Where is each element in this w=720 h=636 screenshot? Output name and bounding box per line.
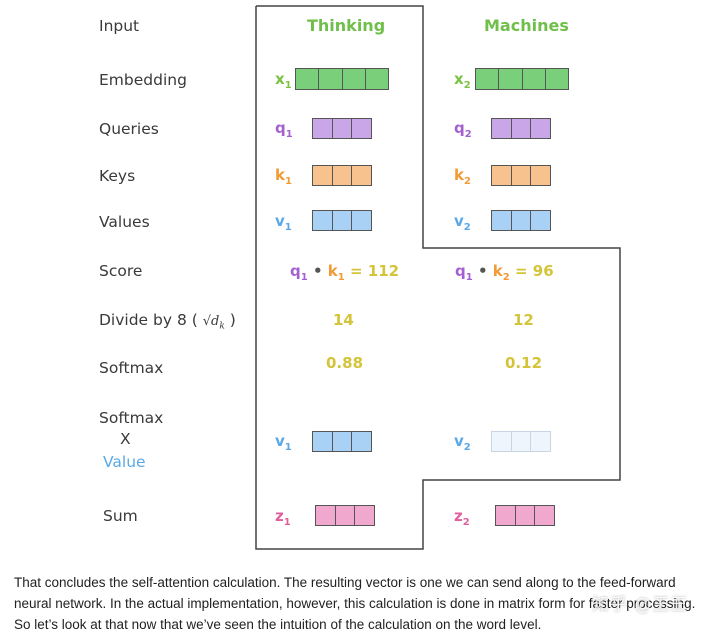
weighted-v1-symbol: v1 xyxy=(275,432,292,453)
q1-vector xyxy=(312,118,372,139)
row-label-input: Input xyxy=(99,17,140,35)
z2-sym: z xyxy=(454,507,463,525)
score1-q-sub: 1 xyxy=(300,272,308,283)
v1-vector xyxy=(312,210,372,231)
v2-symbol: v2 xyxy=(454,212,471,233)
z1-vector xyxy=(315,505,375,526)
row-label-sum: Sum xyxy=(103,507,138,525)
divide-close: ) xyxy=(229,311,236,329)
score2-k-sub: 2 xyxy=(502,272,510,283)
k1-sub: 1 xyxy=(284,176,292,187)
column-outline xyxy=(255,5,621,550)
x1-vector xyxy=(295,68,389,90)
score1-k-sym: k xyxy=(327,262,338,280)
score2-q-sub: 1 xyxy=(465,272,473,283)
v2-sub: 2 xyxy=(463,222,471,233)
score1-q-sym: q xyxy=(290,262,301,280)
v1-sym: v xyxy=(275,212,285,230)
wv2-sym: v xyxy=(454,432,464,450)
k2-sub: 2 xyxy=(463,176,471,187)
z1-sym: z xyxy=(275,507,284,525)
score1-k: k1 xyxy=(327,262,345,283)
caption-paragraph: That concludes the self-attention calcul… xyxy=(14,575,696,632)
v2-vector xyxy=(491,210,551,231)
score1-dot: • xyxy=(312,262,323,280)
sqrt-sub: k xyxy=(219,321,225,332)
q2-symbol: q2 xyxy=(454,119,472,140)
z2-vector xyxy=(495,505,555,526)
x2-symbol: x2 xyxy=(454,70,471,91)
weighted-v2-vector xyxy=(491,431,551,452)
row-label-softmax-x: Softmax xyxy=(99,409,164,427)
score1-k-sub: 1 xyxy=(337,272,345,283)
divide-text: Divide by 8 ( xyxy=(99,311,198,329)
x1-sub: 1 xyxy=(284,80,292,91)
q2-sub: 2 xyxy=(464,129,472,140)
softmax-2: 0.12 xyxy=(505,354,543,372)
divided-1: 14 xyxy=(333,311,354,329)
sqrt-dk: √dk xyxy=(202,314,225,332)
score1-value: 112 xyxy=(367,262,400,280)
v2-sym: v xyxy=(454,212,464,230)
k1-symbol: k1 xyxy=(275,166,292,187)
weighted-v1-vector xyxy=(312,431,372,452)
k2-symbol: k2 xyxy=(454,166,471,187)
softmax-1: 0.88 xyxy=(326,354,364,372)
word-machines: Machines xyxy=(484,16,569,35)
x1-sym: x xyxy=(275,70,285,88)
x1-symbol: x1 xyxy=(275,70,292,91)
row-label-queries: Queries xyxy=(99,120,159,138)
sqrt-symbol: √d xyxy=(202,314,220,329)
x2-vector xyxy=(475,68,569,90)
score2-eq: = xyxy=(514,262,528,280)
row-label-value: Value xyxy=(103,453,146,471)
score2-q-sym: q xyxy=(455,262,466,280)
row-label-keys: Keys xyxy=(99,167,136,185)
score2-k: k2 xyxy=(492,262,510,283)
watermark: 知乎 @王王 xyxy=(592,595,689,615)
score1-q: q1 xyxy=(290,262,308,283)
v1-sub: 1 xyxy=(284,222,292,233)
q2-sym: q xyxy=(454,119,465,137)
row-label-softmax: Softmax xyxy=(99,359,164,377)
row-label-values: Values xyxy=(99,213,150,231)
row-label-divide: Divide by 8 ( √dk ) xyxy=(99,311,236,332)
score1-eq: = xyxy=(349,262,363,280)
q1-symbol: q1 xyxy=(275,119,293,140)
wv2-sub: 2 xyxy=(463,442,471,453)
z1-symbol: z1 xyxy=(275,507,291,528)
wv1-sub: 1 xyxy=(284,442,292,453)
q1-sym: q xyxy=(275,119,286,137)
score2-dot: • xyxy=(477,262,488,280)
score-formula-2: q1 • k2 = 96 xyxy=(455,262,554,283)
z1-sub: 1 xyxy=(283,517,291,528)
score2-q: q1 xyxy=(455,262,473,283)
weighted-v2-symbol: v2 xyxy=(454,432,471,453)
wv1-sym: v xyxy=(275,432,285,450)
score2-value: 96 xyxy=(532,262,554,280)
self-attention-diagram: Input Embedding Queries Keys Values Scor… xyxy=(99,5,621,550)
k1-sym: k xyxy=(275,166,285,184)
v1-symbol: v1 xyxy=(275,212,292,233)
word-thinking: Thinking xyxy=(307,16,386,35)
row-label-score: Score xyxy=(99,262,143,280)
z2-symbol: z2 xyxy=(454,507,470,528)
score2-k-sym: k xyxy=(492,262,503,280)
k2-sym: k xyxy=(454,166,464,184)
row-label-x: X xyxy=(120,430,131,448)
q1-sub: 1 xyxy=(285,129,293,140)
score-formula-1: q1 • k1 = 112 xyxy=(290,262,399,283)
row-label-embedding: Embedding xyxy=(99,71,187,89)
k1-vector xyxy=(312,165,372,186)
x2-sym: x xyxy=(454,70,464,88)
divided-2: 12 xyxy=(513,311,534,329)
q2-vector xyxy=(491,118,551,139)
x2-sub: 2 xyxy=(463,80,471,91)
k2-vector xyxy=(491,165,551,186)
z2-sub: 2 xyxy=(462,517,470,528)
